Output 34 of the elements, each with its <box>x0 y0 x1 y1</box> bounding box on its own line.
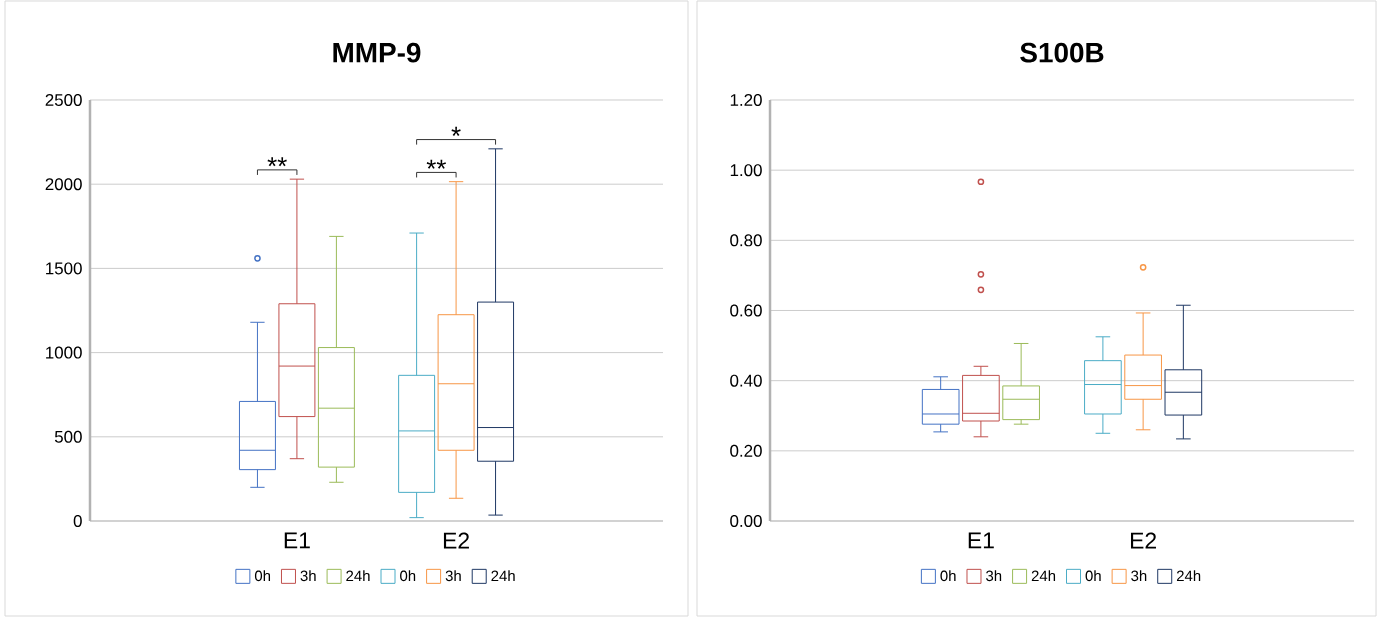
y-tick-label: 0.80 <box>730 234 762 247</box>
annotation: * <box>451 126 461 136</box>
y-tick-label: 0.00 <box>730 515 762 527</box>
legend-label: 0h <box>940 570 956 582</box>
y-tick-label: 0.40 <box>730 374 762 387</box>
y-tick-label: 0.60 <box>730 304 762 317</box>
annotation: ** <box>426 159 447 169</box>
annotation: ** <box>267 157 287 167</box>
legend-label: 3h <box>300 570 316 582</box>
legend-label: 3h <box>1131 570 1147 582</box>
chart-title: S100B <box>1020 42 1104 63</box>
y-tick-label: 1000 <box>46 346 82 359</box>
legend-label: 0h <box>1085 570 1101 582</box>
y-tick-label: 2000 <box>45 178 82 191</box>
legend-label: 0h <box>254 570 271 582</box>
x-tick-label: E1 <box>284 532 310 549</box>
x-tick-label: E1 <box>968 532 994 549</box>
legend-label: 24h <box>1176 570 1201 582</box>
y-tick-label: 0.20 <box>730 444 762 457</box>
legend-label: 0h <box>400 570 416 582</box>
y-tick-label: 500 <box>54 430 82 443</box>
y-tick-label: 0 <box>73 515 82 527</box>
legend-label: 24h <box>1031 570 1056 582</box>
y-tick-label: 2500 <box>45 94 82 106</box>
legend-label: 3h <box>445 570 461 582</box>
legend-label: 3h <box>986 570 1002 582</box>
legend-label: 24h <box>491 570 515 582</box>
x-tick-label: E2 <box>443 532 469 549</box>
x-tick-label: E2 <box>1130 532 1156 549</box>
chart-title: MMP-9 <box>333 42 421 63</box>
y-tick-label: 1500 <box>46 262 82 275</box>
y-tick-label: 1.20 <box>730 94 762 106</box>
y-tick-label: 1.00 <box>730 164 762 177</box>
legend-label: 24h <box>346 570 370 582</box>
